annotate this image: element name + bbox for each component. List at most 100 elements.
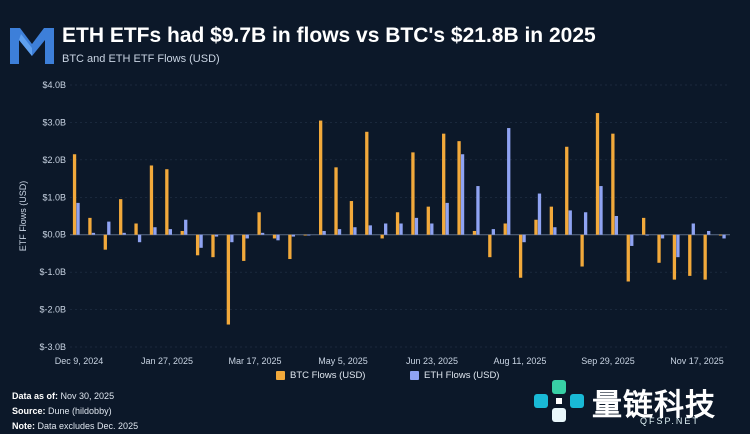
eth-bar — [91, 232, 96, 235]
chart-subtitle: BTC and ETH ETF Flows (USD) — [62, 53, 220, 65]
footer-source-value: Dune (hildobby) — [48, 406, 112, 416]
x-tick-label: Jun 23, 2025 — [406, 356, 458, 366]
btc-bar — [718, 234, 723, 236]
y-axis-title: ETF Flows (USD) — [18, 181, 28, 252]
x-tick-label: Nov 17, 2025 — [670, 356, 724, 366]
legend-btc: BTC Flows (USD) — [276, 370, 365, 381]
btc-bar — [426, 206, 430, 235]
btc-bar — [103, 234, 107, 250]
eth-bar — [337, 229, 342, 235]
btc-bar — [565, 146, 569, 235]
eth-bar — [291, 234, 296, 237]
watermark-text: 量链科技 — [592, 388, 716, 423]
eth-bar — [599, 186, 603, 235]
btc-bar — [165, 169, 169, 235]
eth-bar — [199, 234, 203, 248]
eth-bar — [168, 229, 172, 235]
y-tick-label: $2.0B — [42, 155, 66, 165]
y-tick-label: $-3.0B — [39, 342, 66, 352]
footer-source-label: Source: — [12, 406, 46, 416]
btc-bar — [303, 234, 307, 236]
x-tick-label: Dec 9, 2024 — [55, 356, 104, 366]
eth-bar — [153, 227, 157, 235]
eth-bar — [245, 234, 249, 239]
eth-bar — [122, 232, 126, 235]
legend-eth-swatch — [410, 371, 419, 380]
btc-bar — [134, 223, 138, 235]
eth-bar — [322, 230, 326, 235]
eth-bar — [507, 128, 511, 235]
btc-bar — [580, 234, 584, 267]
btc-bar — [549, 206, 554, 235]
btc-bar — [349, 201, 354, 235]
y-tick-label: $-2.0B — [39, 305, 66, 315]
btc-bar — [149, 165, 154, 235]
x-tick-label: May 5, 2025 — [318, 356, 368, 366]
eth-bar — [307, 234, 311, 236]
watermark-logo-icon — [534, 380, 584, 422]
btc-bar — [534, 219, 538, 235]
eth-bar — [276, 234, 280, 241]
eth-bar — [414, 217, 419, 235]
btc-bar — [703, 234, 707, 280]
eth-bar — [707, 230, 711, 235]
btc-bar — [88, 217, 92, 235]
footer-note-label: Note: — [12, 421, 35, 431]
footer-note-value: Data excludes Dec. 2025 — [37, 421, 139, 431]
btc-bar — [257, 212, 261, 235]
eth-bar — [476, 186, 480, 235]
btc-bar — [442, 133, 446, 235]
btc-bar — [334, 167, 338, 235]
eth-bar — [460, 154, 465, 235]
btc-bar — [611, 133, 615, 235]
eth-bar — [660, 234, 665, 239]
btc-bar — [642, 217, 646, 235]
eth-bar — [630, 234, 634, 246]
legend-btc-swatch — [276, 371, 285, 380]
eth-bar — [568, 210, 572, 235]
eth-bar — [137, 234, 142, 243]
btc-bar — [595, 113, 600, 235]
y-tick-label: $-1.0B — [39, 267, 66, 277]
eth-bar — [399, 223, 403, 235]
btc-bar — [288, 234, 292, 260]
btc-bar — [226, 234, 231, 325]
legend-eth: ETH Flows (USD) — [410, 370, 499, 381]
btc-bar — [672, 234, 677, 280]
legend-eth-label: ETH Flows (USD) — [424, 370, 500, 381]
btc-bar — [518, 234, 523, 278]
eth-bar — [260, 232, 265, 235]
eth-bar — [583, 212, 588, 235]
x-tick-label: Sep 29, 2025 — [581, 356, 635, 366]
eth-bar — [230, 234, 234, 243]
btc-bar — [457, 141, 461, 235]
btc-bar — [688, 234, 692, 276]
eth-bar — [107, 221, 111, 235]
eth-bar — [353, 227, 357, 235]
btc-bar — [472, 230, 477, 235]
btc-bar — [395, 212, 400, 235]
btc-bar — [626, 234, 630, 282]
footer-note: Note: Data excludes Dec. 2025 — [12, 421, 138, 431]
eth-bar — [184, 219, 188, 235]
footer-data-as-of: Data as of: Nov 30, 2025 — [12, 391, 114, 401]
page-title: ETH ETFs had $9.7B in flows vs BTC's $21… — [62, 24, 596, 47]
y-tick-label: $0.0B — [42, 230, 66, 240]
eth-bar — [368, 225, 372, 235]
btc-bar — [411, 152, 415, 235]
y-tick-label: $4.0B — [42, 80, 66, 90]
eth-bar — [722, 234, 726, 239]
footer-data-as-of-label: Data as of: — [12, 391, 59, 401]
eth-bar — [214, 234, 219, 237]
y-axis: $-3.0B $-2.0B $-1.0B $0.0B $1.0B $2.0B $3.0B $4… — [39, 80, 66, 352]
legend-btc-label: BTC Flows (USD) — [290, 370, 366, 381]
eth-bar — [691, 223, 695, 235]
btc-bar — [488, 234, 492, 258]
x-tick-label: Jan 27, 2025 — [141, 356, 193, 366]
footer-data-as-of-value: Nov 30, 2025 — [60, 391, 115, 401]
btc-bar — [657, 234, 661, 263]
btc-bar — [72, 154, 77, 235]
eth-bar — [430, 223, 434, 235]
eth-bar — [384, 223, 388, 235]
